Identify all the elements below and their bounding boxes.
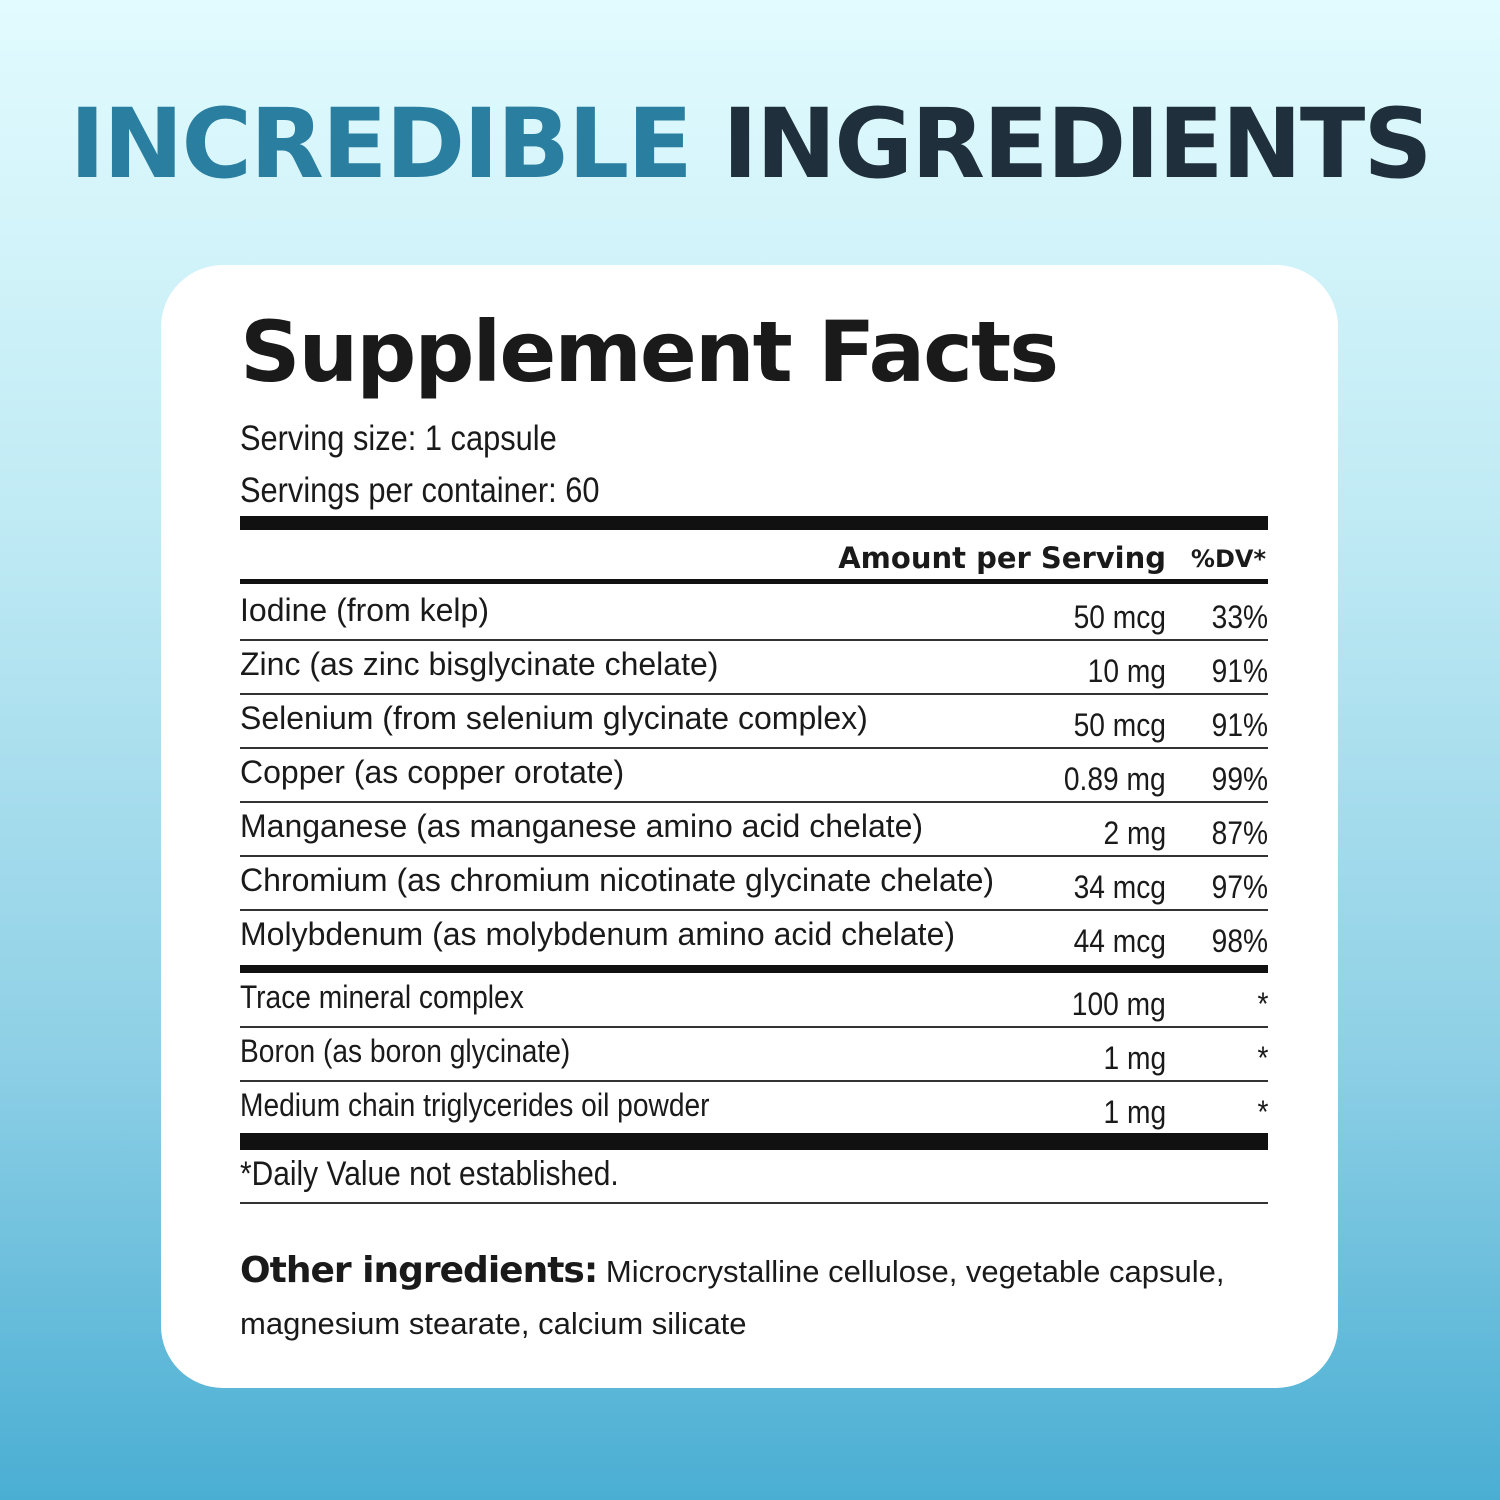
divider [240, 579, 1268, 584]
divider-thick [240, 516, 1268, 530]
other-ingredients-label: Other ingredients: [240, 1250, 598, 1291]
nutrient-dv: 33% [1211, 599, 1268, 635]
table-row: Medium chain triglycerides oil powder 1 m… [240, 1081, 1268, 1134]
table-row: Boron (as boron glycinate) 1 mg * [240, 1027, 1268, 1082]
serving-size: Serving size: 1 capsule [240, 419, 557, 458]
nutrient-amount: 0.89 mg [1064, 761, 1166, 797]
table-row: Trace mineral complex 100 mg * [240, 973, 1268, 1028]
nutrient-name: Chromium (as chromium nicotinate glycina… [240, 862, 995, 898]
divider-thick [240, 965, 1268, 973]
nutrient-name: Manganese (as manganese amino acid chela… [240, 808, 924, 844]
facts-title: Supplement Facts [240, 303, 1059, 401]
table-row: Chromium (as chromium nicotinate glycina… [240, 856, 1268, 911]
table-row: Zinc (as zinc bisglycinate chelate) 10 mg… [240, 640, 1268, 695]
table-header: Amount per Serving %DV* [240, 537, 1268, 577]
nutrient-amount: 100 mg [1072, 986, 1166, 1022]
nutrient-name: Trace mineral complex [240, 979, 524, 1015]
nutrient-amount: 50 mcg [1073, 599, 1166, 635]
nutrient-amount: 34 mcg [1073, 869, 1166, 905]
table-row: Selenium (from selenium glycinate comple… [240, 694, 1268, 749]
nutrient-amount: 1 mg [1103, 1040, 1166, 1076]
table-row: Molybdenum (as molybdenum amino acid che… [240, 910, 1268, 963]
nutrient-dv: 97% [1211, 869, 1268, 905]
nutrient-dv: 99% [1211, 761, 1268, 797]
nutrient-dv: 91% [1211, 707, 1268, 743]
nutrient-amount: 2 mg [1103, 815, 1166, 851]
nutrient-amount: 1 mg [1103, 1094, 1166, 1130]
header-amount: Amount per Serving [838, 541, 1166, 575]
nutrient-name: Iodine (from kelp) [240, 592, 489, 628]
nutrient-dv: * [1257, 1040, 1268, 1076]
nutrient-dv: * [1257, 986, 1268, 1022]
nutrient-name: Boron (as boron glycinate) [240, 1033, 571, 1069]
table-row: Copper (as copper orotate) 0.89 mg 99% [240, 748, 1268, 803]
footnote: *Daily Value not established. [240, 1155, 619, 1193]
nutrient-dv: 87% [1211, 815, 1268, 851]
nutrient-amount: 50 mcg [1073, 707, 1166, 743]
supplement-facts-card: Supplement Facts Serving size: 1 capsule… [161, 265, 1338, 1388]
nutrient-dv: * [1257, 1094, 1268, 1130]
headline-part2: INGREDIENTS [722, 88, 1432, 200]
headline-part1: INCREDIBLE [69, 88, 692, 200]
other-ingredients-text: Microcrystalline cellulose, vegetable ca… [240, 1254, 1225, 1341]
nutrient-amount: 10 mg [1087, 653, 1166, 689]
headline: INCREDIBLE INGREDIENTS [0, 88, 1500, 200]
nutrient-dv: 91% [1211, 653, 1268, 689]
servings-per-container: Servings per container: 60 [240, 471, 600, 510]
nutrient-dv: 98% [1211, 923, 1268, 959]
nutrient-name: Copper (as copper orotate) [240, 754, 625, 790]
header-dv: %DV* [1190, 545, 1266, 573]
other-ingredients: Other ingredients: Microcrystalline cell… [240, 1245, 1280, 1350]
table-row: Manganese (as manganese amino acid chela… [240, 802, 1268, 857]
nutrient-name: Zinc (as zinc bisglycinate chelate) [240, 646, 719, 682]
divider-thick [240, 1133, 1268, 1150]
nutrient-name: Molybdenum (as molybdenum amino acid che… [240, 916, 956, 952]
table-row: Iodine (from kelp) 50 mcg 33% [240, 586, 1268, 641]
divider [240, 1202, 1268, 1204]
nutrient-name: Medium chain triglycerides oil powder [240, 1087, 710, 1123]
nutrient-name: Selenium (from selenium glycinate comple… [240, 700, 868, 736]
nutrient-amount: 44 mcg [1073, 923, 1166, 959]
